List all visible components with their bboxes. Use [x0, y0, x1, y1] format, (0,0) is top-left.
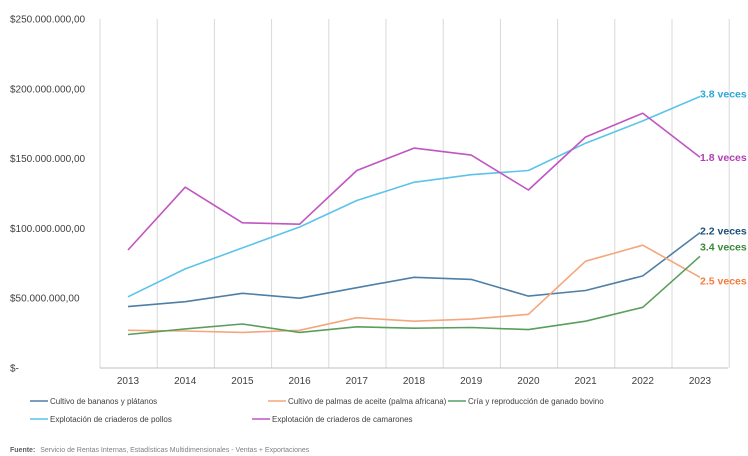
growth-annotation: 2.5 veces	[700, 275, 747, 287]
y-tick-label: $50.000.000,00	[10, 294, 80, 305]
growth-annotations: 2.2 veces 2.5 veces 3.4 veces 3.8 veces 1.8 …	[700, 88, 747, 287]
x-tick-label: 2014	[174, 376, 197, 387]
x-tick-label: 2019	[460, 376, 483, 387]
x-tick-label: 2017	[346, 376, 369, 387]
source-prefix: Fuente:	[10, 447, 35, 454]
legend-label: Explotación de criaderos de pollos	[50, 415, 172, 424]
y-tick-label: $250.000.000,00	[10, 15, 86, 26]
series-line	[127, 112, 701, 251]
y-axis-ticks: $- $50.000.000,00 $100.000.000,00 $150.000.…	[10, 15, 86, 375]
y-tick-label: $100.000.000,00	[10, 224, 86, 235]
x-tick-label: 2022	[632, 376, 655, 387]
x-tick-label: 2023	[689, 376, 712, 387]
y-tick-label: $200.000.000,00	[10, 84, 86, 95]
series-line	[127, 95, 701, 298]
y-tick-label: $150.000.000,00	[10, 154, 86, 165]
x-tick-label: 2015	[231, 376, 254, 387]
legend-label: Cultivo de palmas de aceite (palma afric…	[288, 397, 447, 406]
series-line	[127, 244, 701, 334]
growth-annotation: 2.2 veces	[700, 226, 747, 238]
x-tick-label: 2020	[517, 376, 540, 387]
legend-label: Cría y reproducción de ganado bovino	[468, 397, 604, 406]
growth-annotation: 1.8 veces	[700, 152, 747, 164]
growth-annotation: 3.4 veces	[700, 241, 747, 253]
legend: Cultivo de bananos y plátanos Cultivo de …	[30, 397, 604, 424]
x-tick-label: 2018	[403, 376, 426, 387]
x-tick-label: 2013	[117, 376, 140, 387]
x-axis-ticks: 2013 2014 2015 2016 2017 2018 2019 2020 2021 2022…	[117, 376, 712, 387]
vertical-gridlines	[99, 19, 730, 368]
series-line	[127, 231, 701, 308]
series-line	[127, 255, 701, 336]
legend-label: Explotación de criaderos de camarones	[272, 415, 413, 424]
source-text: Servicio de Rentas Internas, Estadística…	[40, 447, 310, 454]
x-tick-label: 2016	[288, 376, 311, 387]
x-tick-label: 2021	[574, 376, 597, 387]
source-note: Fuente: Servicio de Rentas Internas, Est…	[10, 447, 310, 454]
legend-label: Cultivo de bananos y plátanos	[50, 397, 157, 406]
y-tick-label: $-	[10, 364, 19, 375]
growth-annotation: 3.8 veces	[700, 88, 747, 100]
series-lines	[127, 95, 701, 336]
